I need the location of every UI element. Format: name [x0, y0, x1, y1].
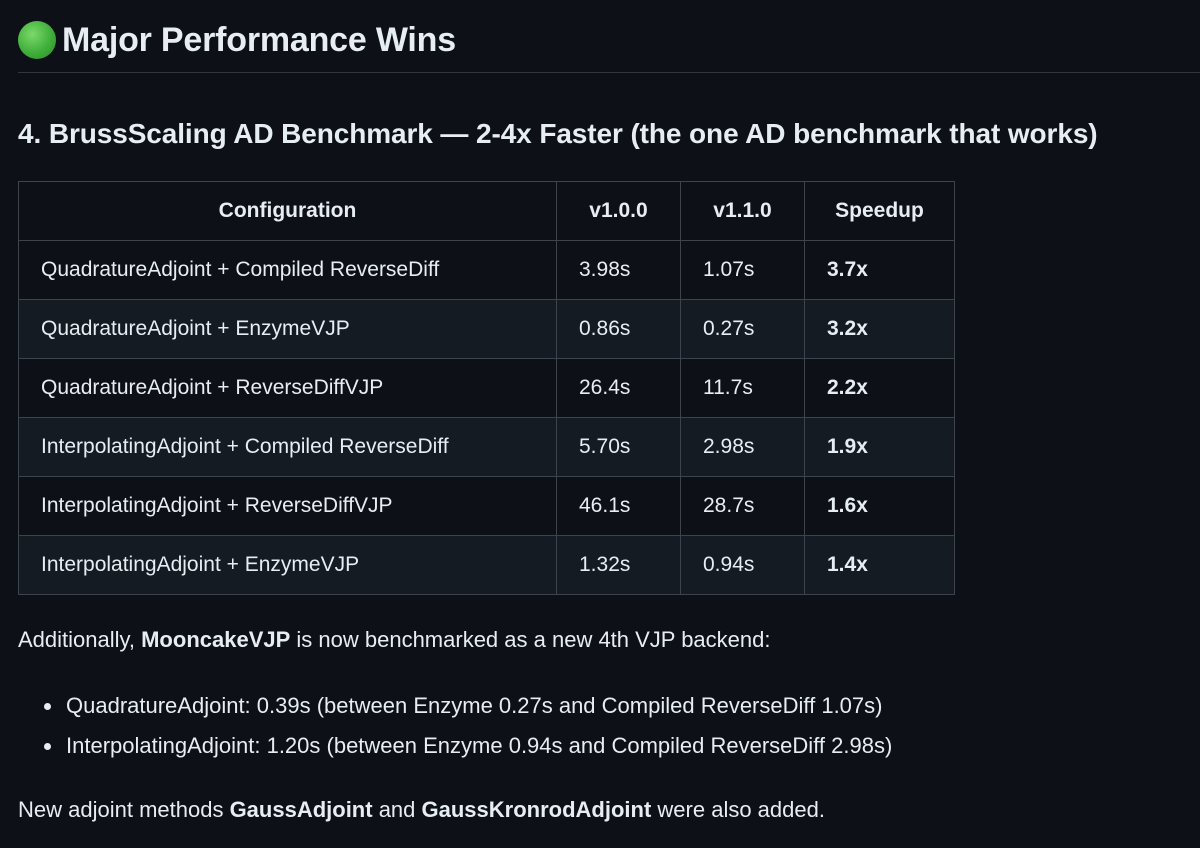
closing-middle: and [372, 797, 422, 822]
cell-configuration: QuadratureAdjoint + ReverseDiffVJP [18, 358, 557, 418]
table-row: QuadratureAdjoint + Compiled ReverseDiff… [18, 240, 955, 300]
benchmark-table: Configuration v1.0.0 v1.1.0 Speedup Quad… [18, 181, 955, 595]
cell-v100: 1.32s [556, 535, 681, 595]
heading-divider [18, 72, 1200, 73]
cell-speedup: 1.4x [804, 535, 955, 595]
gauss-kronrod-adjoint-term: GaussKronrodAdjoint [421, 797, 652, 822]
cell-v100: 3.98s [556, 240, 681, 300]
cell-v110: 11.7s [680, 358, 805, 418]
closing-prefix: New adjoint methods [18, 797, 230, 822]
table-header-row: Configuration v1.0.0 v1.1.0 Speedup [18, 181, 955, 241]
cell-configuration: InterpolatingAdjoint + Compiled ReverseD… [18, 417, 557, 477]
cell-v100: 5.70s [556, 417, 681, 477]
table-row: InterpolatingAdjoint + EnzymeVJP 1.32s 0… [18, 535, 955, 595]
additional-prefix: Additionally, [18, 627, 142, 652]
cell-configuration: QuadratureAdjoint + EnzymeVJP [18, 299, 557, 359]
cell-configuration: QuadratureAdjoint + Compiled ReverseDiff [18, 240, 557, 300]
cell-v110: 28.7s [680, 476, 805, 536]
cell-v110: 1.07s [680, 240, 805, 300]
header-v100: v1.0.0 [556, 181, 681, 241]
table-row: QuadratureAdjoint + ReverseDiffVJP 26.4s… [18, 358, 955, 418]
header-v110: v1.1.0 [680, 181, 805, 241]
mooncake-vjp-term: MooncakeVJP [141, 627, 291, 652]
list-item: InterpolatingAdjoint: 1.20s (between Enz… [18, 726, 892, 766]
cell-speedup: 3.7x [804, 240, 955, 300]
cell-v100: 0.86s [556, 299, 681, 359]
cell-v110: 0.27s [680, 299, 805, 359]
table-row: QuadratureAdjoint + EnzymeVJP 0.86s 0.27… [18, 299, 955, 359]
closing-paragraph: New adjoint methods GaussAdjoint and Gau… [18, 795, 825, 825]
list-item: QuadratureAdjoint: 0.39s (between Enzyme… [18, 686, 892, 726]
section-heading-text: Major Performance Wins [62, 20, 456, 59]
cell-speedup: 2.2x [804, 358, 955, 418]
closing-suffix: were also added. [651, 797, 825, 822]
section-heading: Major Performance Wins [18, 16, 456, 64]
cell-v100: 26.4s [556, 358, 681, 418]
table-row: InterpolatingAdjoint + ReverseDiffVJP 46… [18, 476, 955, 536]
cell-v100: 46.1s [556, 476, 681, 536]
additional-paragraph: Additionally, MooncakeVJP is now benchma… [18, 625, 771, 655]
cell-speedup: 3.2x [804, 299, 955, 359]
cell-speedup: 1.9x [804, 417, 955, 477]
cell-configuration: InterpolatingAdjoint + ReverseDiffVJP [18, 476, 557, 536]
subsection-heading: 4. BrussScaling AD Benchmark — 2-4x Fast… [18, 118, 1098, 149]
cell-v110: 0.94s [680, 535, 805, 595]
cell-configuration: InterpolatingAdjoint + EnzymeVJP [18, 535, 557, 595]
cell-v110: 2.98s [680, 417, 805, 477]
table-row: InterpolatingAdjoint + Compiled ReverseD… [18, 417, 955, 477]
header-configuration: Configuration [18, 181, 557, 241]
cell-speedup: 1.6x [804, 476, 955, 536]
green-circle-icon [18, 21, 56, 59]
header-speedup: Speedup [804, 181, 955, 241]
markdown-body: Major Performance Wins 4. BrussScaling A… [18, 0, 1200, 848]
additional-suffix: is now benchmarked as a new 4th VJP back… [290, 627, 771, 652]
mooncake-results-list: QuadratureAdjoint: 0.39s (between Enzyme… [18, 686, 892, 766]
gauss-adjoint-term: GaussAdjoint [229, 797, 373, 822]
